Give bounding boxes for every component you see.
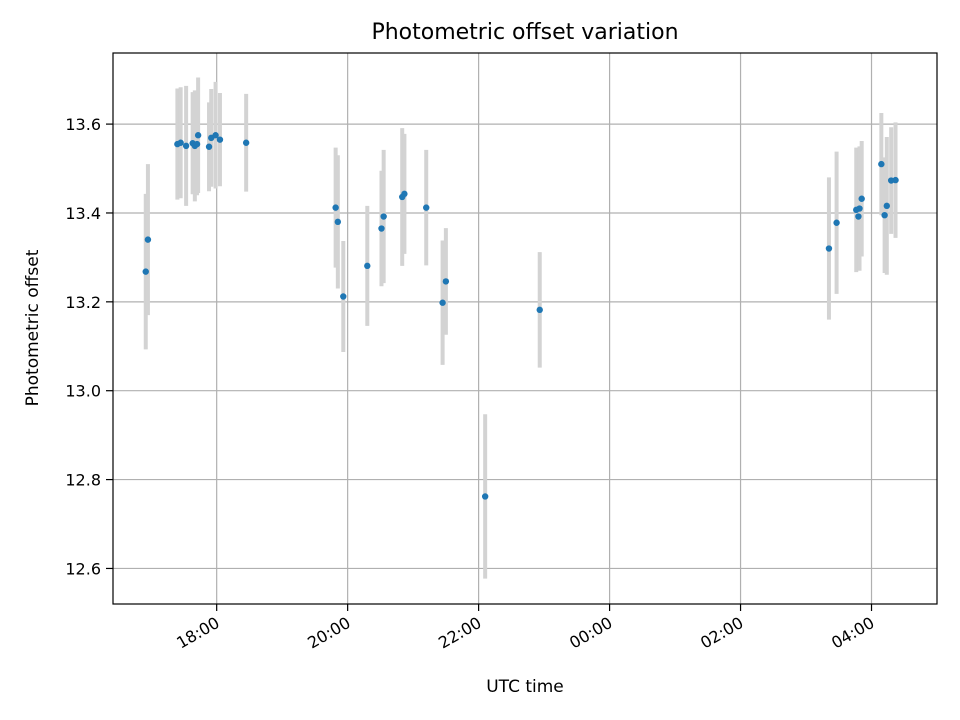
data-point: [481, 493, 489, 500]
data-point: [216, 136, 224, 143]
data-point: [194, 132, 202, 139]
data-point: [881, 211, 888, 219]
data-point: [144, 236, 152, 243]
y-axis-label: Photometric offset: [23, 249, 43, 406]
y-tick-label: 13.0: [65, 382, 101, 401]
data-point: [332, 204, 339, 211]
data-point: [182, 142, 190, 150]
data-point: [242, 139, 250, 146]
data-point: [536, 306, 543, 314]
data-point: [858, 195, 865, 202]
chart-title: Photometric offset variation: [371, 20, 678, 45]
data-point: [193, 140, 201, 148]
data-point: [439, 299, 446, 306]
data-point: [142, 268, 149, 275]
y-tick-label: 13.2: [65, 293, 101, 312]
y-axis: 12.6 12.8 13.0 13.2 13.4 13.6: [65, 115, 113, 578]
data-point: [177, 139, 184, 146]
y-tick-label: 13.4: [65, 204, 101, 223]
data-point: [212, 132, 219, 139]
y-tick-label: 13.6: [65, 115, 101, 134]
data-point: [423, 204, 430, 211]
data-point: [442, 278, 450, 285]
data-points: [142, 132, 899, 500]
plot-frame: [112, 52, 938, 605]
x-axis-label: UTC time: [486, 677, 564, 697]
data-point: [855, 213, 862, 220]
data-point: [878, 160, 885, 168]
data-point: [364, 262, 371, 270]
data-point: [378, 225, 385, 232]
data-point: [892, 176, 899, 184]
y-tick-label: 12.8: [65, 471, 101, 490]
data-point: [401, 190, 408, 198]
data-point: [856, 205, 863, 212]
data-point: [833, 219, 840, 226]
data-point: [825, 245, 833, 252]
grid: [113, 53, 937, 604]
data-point: [883, 202, 890, 210]
y-tick-label: 12.6: [65, 559, 101, 578]
data-point: [340, 293, 347, 300]
data-point: [334, 218, 342, 226]
data-point: [380, 213, 387, 220]
data-point: [205, 143, 213, 150]
